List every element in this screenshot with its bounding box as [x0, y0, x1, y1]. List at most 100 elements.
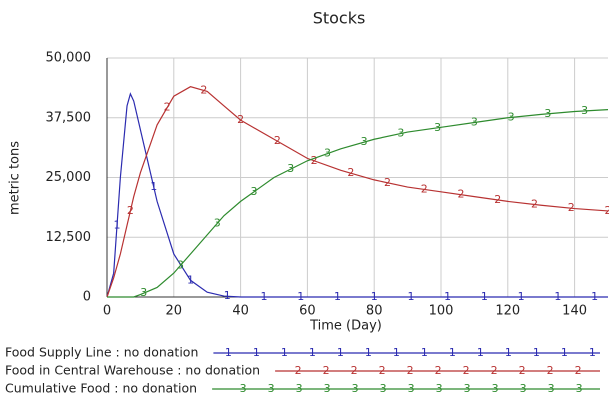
- series-marker: 3: [140, 286, 147, 299]
- legend-marker: 1: [505, 346, 512, 359]
- series-marker: 2: [384, 176, 391, 189]
- series-marker: 3: [434, 121, 441, 134]
- series-marker: 2: [458, 188, 465, 201]
- series-marker: 2: [311, 154, 318, 167]
- x-tick-label: 120: [495, 304, 520, 319]
- series-marker: 1: [444, 290, 451, 303]
- legend-marker: 1: [477, 346, 484, 359]
- series-marker: 3: [581, 104, 588, 117]
- x-tick-label: 0: [103, 304, 111, 319]
- series-marker: 1: [481, 290, 488, 303]
- series-marker: 2: [421, 182, 428, 195]
- legend-marker: 1: [561, 346, 568, 359]
- series-marker: 1: [407, 290, 414, 303]
- legend-marker: 3: [408, 382, 415, 395]
- legend-marker: 3: [464, 382, 471, 395]
- series-marker: 2: [531, 197, 538, 210]
- legend-marker: 1: [253, 346, 260, 359]
- series-marker: 1: [371, 290, 378, 303]
- series-marker: 2: [494, 193, 501, 206]
- legend-marker: 1: [589, 346, 596, 359]
- x-tick-label: 80: [366, 304, 383, 319]
- y-tick-label: 0: [83, 290, 91, 305]
- legend-label: Cumulative Food : no donation: [5, 381, 197, 396]
- series-marker: 1: [260, 290, 267, 303]
- series-marker: 2: [200, 84, 207, 97]
- series-marker: 3: [471, 116, 478, 129]
- x-tick-label: 140: [562, 304, 587, 319]
- series-line: [106, 92, 608, 298]
- y-tick-label: 25,000: [46, 170, 92, 185]
- series-marker: 1: [591, 290, 598, 303]
- series-marker: 3: [397, 127, 404, 140]
- series-line: [107, 109, 609, 298]
- series-marker: 2: [164, 101, 171, 114]
- legend-marker: 3: [352, 382, 359, 395]
- legend-marker: 1: [533, 346, 540, 359]
- x-tick-label: 20: [166, 304, 183, 319]
- legend-marker: 1: [337, 346, 344, 359]
- legend-marker: 1: [281, 346, 288, 359]
- legend-marker: 3: [548, 382, 555, 395]
- series-marker: 1: [224, 289, 231, 302]
- legend-marker: 2: [351, 364, 358, 377]
- legend-marker: 3: [576, 382, 583, 395]
- x-tick-label: 40: [232, 304, 249, 319]
- series-marker: 3: [250, 185, 257, 198]
- x-tick-label: 60: [299, 304, 316, 319]
- series-marker: 3: [324, 147, 331, 160]
- series-marker: 1: [297, 290, 304, 303]
- y-tick-label: 50,000: [46, 51, 92, 66]
- legend-marker: 2: [491, 364, 498, 377]
- legend-marker: 3: [324, 382, 331, 395]
- legend-marker: 3: [296, 382, 303, 395]
- legend-marker: 1: [365, 346, 372, 359]
- legend-marker: 3: [268, 382, 275, 395]
- y-tick-label: 12,500: [46, 230, 92, 245]
- series-marker: 1: [554, 290, 561, 303]
- legend-marker: 3: [492, 382, 499, 395]
- series-line: [106, 86, 609, 298]
- series-marker: 3: [177, 258, 184, 271]
- series-marker: 3: [508, 110, 515, 123]
- y-tick-label: 37,500: [46, 110, 92, 125]
- legend-marker: 2: [519, 364, 526, 377]
- legend-marker: 2: [435, 364, 442, 377]
- legend-marker: 2: [323, 364, 330, 377]
- series-marker: 3: [214, 216, 221, 229]
- series-marker: 1: [187, 273, 194, 286]
- series-marker: 3: [361, 135, 368, 148]
- legend-marker: 2: [295, 364, 302, 377]
- x-tick-label: 100: [429, 304, 454, 319]
- series-marker: 2: [347, 166, 354, 179]
- legend-marker: 1: [449, 346, 456, 359]
- legend-marker: 3: [436, 382, 443, 395]
- legend-marker: 3: [520, 382, 527, 395]
- legend-marker: 2: [407, 364, 414, 377]
- series-marker: 2: [568, 201, 575, 214]
- legend-marker: 1: [421, 346, 428, 359]
- legend-marker: 1: [393, 346, 400, 359]
- legend-marker: 1: [309, 346, 316, 359]
- series-marker: 1: [518, 290, 525, 303]
- series-marker: 2: [605, 204, 609, 217]
- legend-marker: 1: [225, 346, 232, 359]
- chart-title: Stocks: [313, 9, 366, 28]
- legend-marker: 3: [380, 382, 387, 395]
- series-marker: 1: [334, 290, 341, 303]
- series-marker: 1: [114, 218, 121, 231]
- y-axis-label: metric tons: [8, 141, 23, 215]
- legend-marker: 2: [547, 364, 554, 377]
- legend-marker: 2: [379, 364, 386, 377]
- series-marker: 1: [150, 180, 157, 193]
- x-axis-label: Time (Day): [309, 319, 382, 334]
- series-marker: 2: [274, 134, 281, 147]
- series-marker: 3: [287, 162, 294, 175]
- series-marker: 2: [237, 113, 244, 126]
- legend-label: Food Supply Line : no donation: [5, 345, 198, 360]
- series-marker: 3: [544, 107, 551, 120]
- legend-marker: 3: [240, 382, 247, 395]
- legend-marker: 2: [463, 364, 470, 377]
- legend-label: Food in Central Warehouse : no donation: [5, 363, 260, 378]
